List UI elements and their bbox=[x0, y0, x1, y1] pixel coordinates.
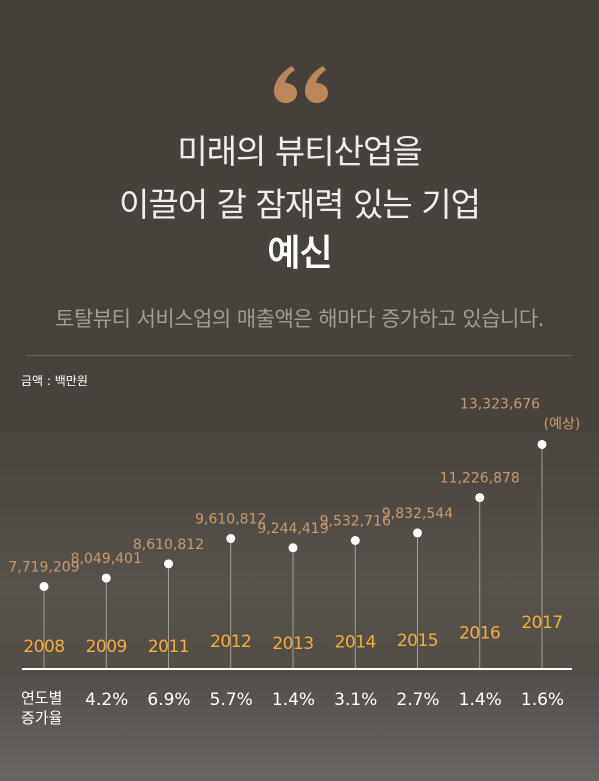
data-point-2017 bbox=[537, 439, 547, 449]
year-label-2016: 2016 bbox=[459, 624, 500, 644]
year-label-2011: 2011 bbox=[148, 637, 189, 657]
data-point-2014 bbox=[350, 536, 360, 546]
growth-row-label-2: 증가율 bbox=[21, 709, 63, 727]
growth-rate-2012: 5.7% bbox=[210, 690, 253, 710]
year-label-2013: 2013 bbox=[272, 634, 313, 654]
growth-rate-2013: 1.4% bbox=[272, 690, 315, 710]
data-point-2012 bbox=[226, 534, 236, 544]
subheadline: 토탈뷰티 서비스업의 매출액은 해마다 증가하고 있습니다. bbox=[55, 307, 544, 331]
growth-rate-2009: 4.2% bbox=[85, 690, 128, 710]
growth-rate-2011: 6.9% bbox=[147, 690, 190, 710]
growth-rate-2017: 1.6% bbox=[521, 690, 564, 710]
year-label-2015: 2015 bbox=[397, 631, 438, 651]
quote-mark-right bbox=[305, 66, 328, 103]
headline-company: 예신 bbox=[267, 233, 332, 274]
year-label-2009: 2009 bbox=[86, 637, 127, 657]
divider bbox=[26, 355, 572, 356]
value-label-2016: 11,226,878 bbox=[440, 471, 520, 487]
quote-mark-left bbox=[274, 66, 297, 103]
data-point-2013 bbox=[288, 543, 298, 553]
value-label-2017: 13,323,676 bbox=[460, 396, 540, 412]
headline-line-2: 이끌어 갈 잠재력 있는 기업 bbox=[119, 185, 481, 224]
value-label-2011: 8,610,812 bbox=[133, 537, 204, 553]
year-label-2017: 2017 bbox=[521, 613, 562, 633]
year-label-2008: 2008 bbox=[23, 637, 64, 657]
data-point-2008 bbox=[39, 581, 49, 591]
value-note-2017: (예상) bbox=[544, 416, 581, 432]
data-point-2009 bbox=[101, 573, 111, 583]
data-point-2016 bbox=[475, 493, 485, 503]
value-label-2015: 9,832,544 bbox=[382, 506, 453, 522]
growth-rate-2014: 3.1% bbox=[334, 690, 377, 710]
year-label-2014: 2014 bbox=[335, 632, 376, 652]
quote-mark-icon bbox=[274, 66, 328, 103]
value-label-2008: 7,719,209 bbox=[8, 559, 79, 575]
data-point-2015 bbox=[413, 528, 422, 538]
growth-rate-2016: 1.4% bbox=[459, 690, 502, 710]
value-label-2009: 8,049,401 bbox=[71, 551, 142, 567]
headline-line-1: 미래의 뷰티산업을 bbox=[177, 132, 422, 171]
data-point-2011 bbox=[164, 559, 173, 569]
unit-label: 금액 : 백만원 bbox=[21, 374, 88, 388]
value-label-2012: 9,610,812 bbox=[195, 512, 266, 528]
year-label-2012: 2012 bbox=[210, 632, 251, 652]
value-label-2014: 9,532,716 bbox=[320, 514, 391, 530]
growth-rate-2015: 2.7% bbox=[396, 690, 439, 710]
growth-row-label-1: 연도별 bbox=[21, 689, 63, 707]
value-label-2013: 9,244,419 bbox=[257, 521, 328, 537]
